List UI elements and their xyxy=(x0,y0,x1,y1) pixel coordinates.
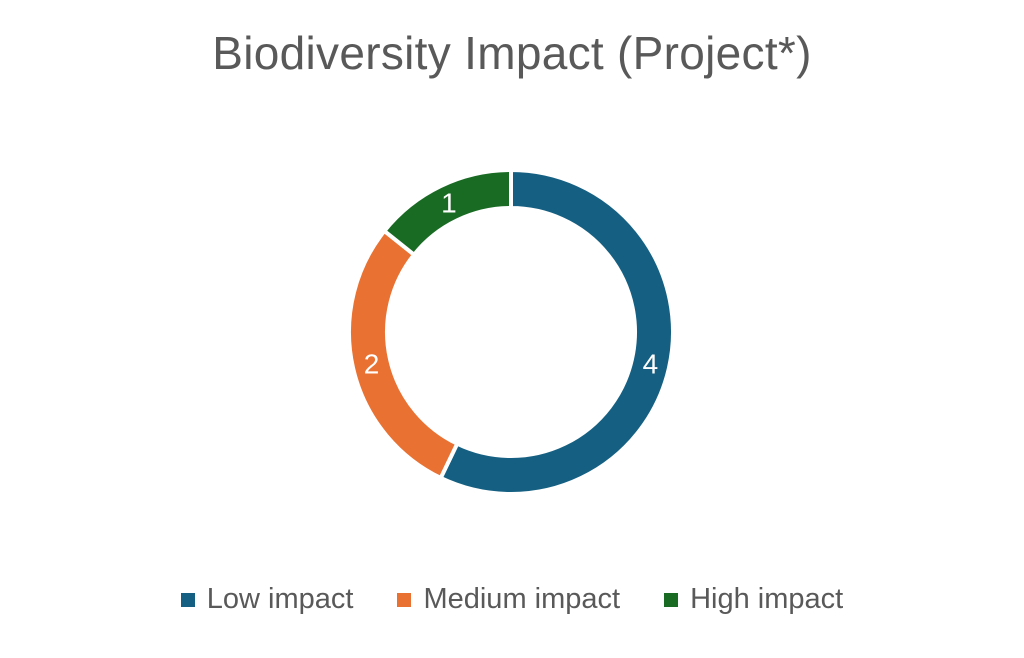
donut-slice-low-impact xyxy=(438,167,675,496)
legend-label: Medium impact xyxy=(423,583,621,615)
data-label-high-impact: 1 xyxy=(441,188,457,219)
legend-item-medium-impact: Medium impact xyxy=(397,583,620,616)
legend-label: High impact xyxy=(690,583,844,615)
legend-item-high-impact: High impact xyxy=(664,583,843,616)
chart-title: Biodiversity Impact (Project*) xyxy=(212,27,812,79)
legend-swatch xyxy=(664,592,679,607)
legend-label: Low impact xyxy=(206,583,354,615)
donut-slice-high-impact xyxy=(381,167,513,258)
legend-item-low-impact: Low impact xyxy=(180,583,354,616)
legend-swatch xyxy=(397,592,412,607)
data-label-medium-impact: 2 xyxy=(364,348,380,379)
legend-swatch xyxy=(180,592,195,607)
chart-legend: Low impact Medium impact High impact xyxy=(0,583,1024,616)
data-label-low-impact: 4 xyxy=(643,348,659,379)
